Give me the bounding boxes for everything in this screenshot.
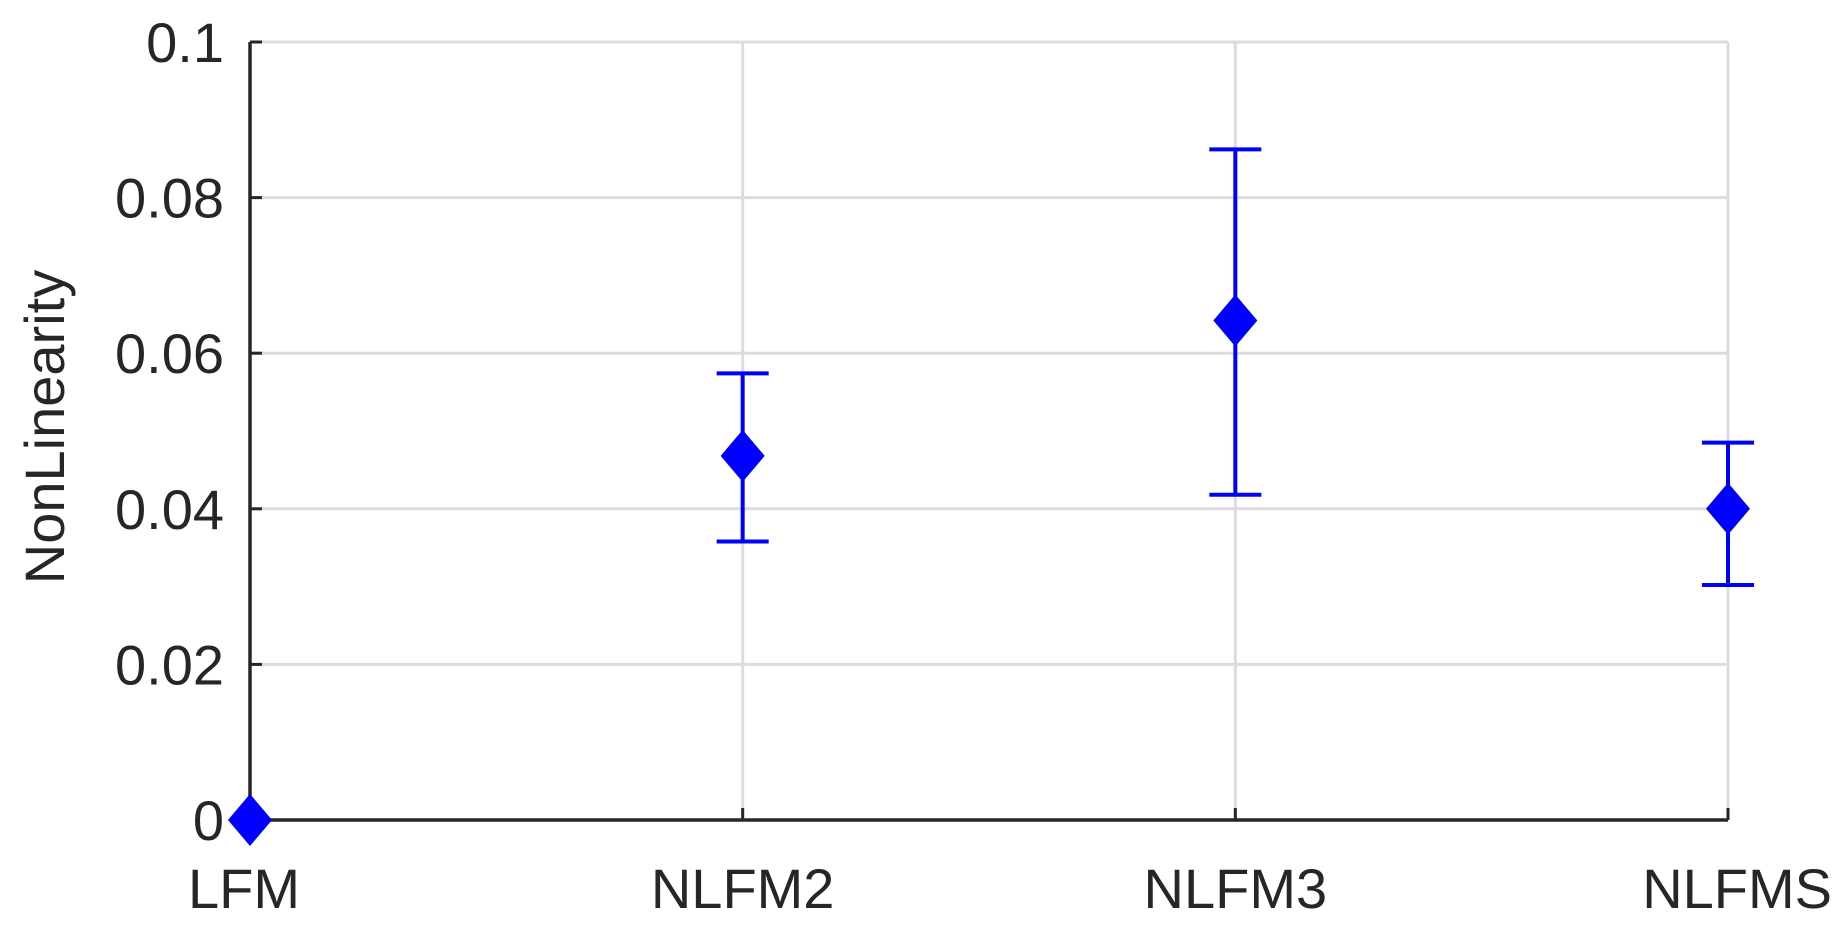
x-tick-label: LFM xyxy=(188,857,300,920)
data-point-marker xyxy=(720,429,765,482)
y-tick-label: 0.08 xyxy=(115,167,224,230)
data-point-marker xyxy=(1213,294,1258,347)
y-tick-label: 0 xyxy=(193,789,224,852)
y-tick-label: 0.1 xyxy=(146,11,224,74)
x-tick-label: NLFM3 xyxy=(1144,857,1328,920)
x-tick-label: NLFM2 xyxy=(651,857,835,920)
data-point-marker xyxy=(228,794,272,846)
grid xyxy=(250,40,1730,820)
data-point-marker xyxy=(1706,482,1750,535)
tick-labels: 0 0.02 0.04 0.06 0.08 0.1 LFM NLFM2 NLFM3 NLFMS xyxy=(115,11,1832,920)
axes xyxy=(248,40,1730,822)
data-series xyxy=(228,147,1754,846)
y-tick-label: 0.04 xyxy=(115,478,224,541)
y-tick-label: 0.02 xyxy=(115,633,224,696)
y-axis-label: NonLinearity xyxy=(13,270,76,584)
y-tick-label: 0.06 xyxy=(115,322,224,385)
x-tick-label: NLFMS xyxy=(1642,857,1832,920)
